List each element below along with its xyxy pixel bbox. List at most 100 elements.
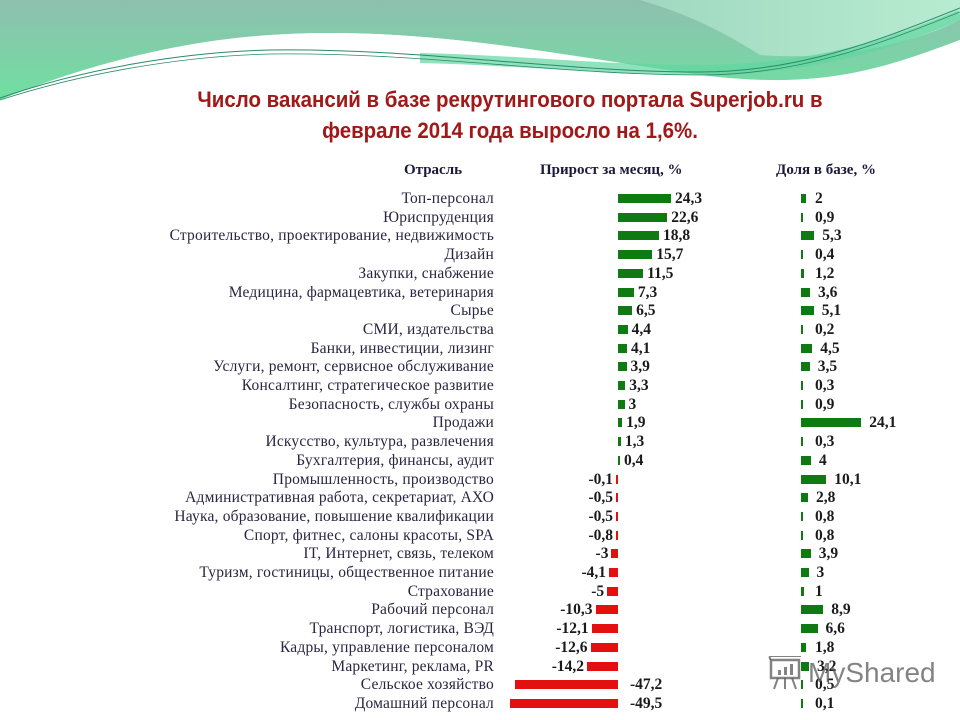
- industry-label: Кадры, управление персоналом: [279, 638, 494, 656]
- table-row: Услуги, ремонт, сервисное обслуживание 3,…: [0, 358, 960, 376]
- growth-bar: [591, 624, 618, 634]
- table-row: Безопасность, службы охраны 3 0,9: [0, 396, 960, 414]
- header-share: Доля в базе, %: [776, 162, 876, 178]
- table-row: Рабочий персонал -10,3 8,9: [0, 601, 960, 619]
- share-value: 4: [819, 451, 827, 469]
- industry-label: Рабочий персонал: [371, 601, 494, 619]
- growth-value: 3,9: [630, 358, 650, 376]
- table-row: Бухгалтерия, финансы, аудит 0,4 4: [0, 452, 960, 470]
- table-row: Туризм, гостиницы, общественное питание -…: [0, 564, 960, 582]
- share-value: 6,6: [825, 620, 845, 638]
- share-bar: [801, 680, 803, 690]
- growth-value: 15,7: [656, 246, 684, 264]
- growth-bar: [587, 661, 618, 671]
- growth-bar: [618, 437, 621, 447]
- industry-label: Туризм, гостиницы, общественное питание: [199, 564, 494, 581]
- growth-bar: [616, 530, 618, 540]
- growth-value: 6,5: [636, 302, 656, 320]
- industry-label: Административная работа, секретариат, АХ…: [185, 489, 494, 507]
- share-bar: [801, 418, 862, 428]
- share-bar: [801, 642, 806, 652]
- industry-label: Юриспруденция: [383, 208, 494, 226]
- share-value: 4,5: [820, 339, 840, 357]
- growth-bar: [618, 324, 628, 334]
- industry-label: Сельское хозяйство: [360, 676, 494, 694]
- growth-bar: [618, 381, 626, 390]
- share-value: 8,9: [831, 601, 851, 619]
- growth-bar: [618, 418, 623, 428]
- slide-title: Число вакансий в базе рекрутингового пор…: [110, 84, 910, 146]
- industry-label: Услуги, ремонт, сервисное обслуживание: [213, 358, 494, 376]
- share-value: 1: [815, 582, 823, 600]
- watermark-text: MyShared: [808, 657, 936, 688]
- background-swoosh: [0, 0, 960, 105]
- growth-value: 3,3: [629, 377, 649, 394]
- growth-value: 18,8: [662, 227, 691, 245]
- growth-bar: [618, 194, 671, 203]
- share-value: 5,1: [821, 302, 842, 320]
- industry-label: Промышленность, производство: [272, 470, 494, 488]
- table-row: СМИ, издательства 4,4 0,2: [0, 321, 960, 339]
- growth-value: 1,3: [624, 433, 645, 451]
- share-value: 2: [815, 190, 823, 207]
- growth-bar: [515, 680, 618, 690]
- growth-bar: [611, 549, 618, 559]
- share-bar: [801, 437, 803, 447]
- share-value: 3,9: [818, 545, 839, 563]
- growth-value: -47,2: [630, 676, 663, 694]
- growth-bar: [618, 306, 633, 316]
- share-bar: [801, 287, 810, 297]
- growth-value: -14,2: [551, 657, 585, 675]
- industry-label: Дизайн: [444, 246, 494, 264]
- growth-bar: [618, 268, 644, 278]
- industry-label: Безопасность, службы охраны: [288, 395, 494, 413]
- share-bar: [801, 568, 809, 577]
- share-value: 1,8: [815, 638, 835, 656]
- growth-value: -12,1: [556, 620, 589, 638]
- share-value: 2,8: [816, 489, 836, 507]
- industry-label: Домашний персонал: [354, 694, 494, 712]
- industry-label: Закупки, снабжение: [358, 264, 494, 282]
- industry-label: Продажи: [432, 414, 494, 432]
- share-bar: [801, 324, 803, 334]
- table-row: Строительство, проектирование, недвижимо…: [0, 227, 960, 245]
- table-row: Банки, инвестиции, лизинг 4,1 4,5: [0, 340, 960, 358]
- share-bar: [801, 268, 804, 278]
- growth-bar: [616, 511, 618, 521]
- share-bar: [801, 605, 824, 615]
- growth-value: -10,3: [560, 601, 593, 619]
- share-value: 0,4: [815, 246, 835, 264]
- share-bar: [801, 212, 804, 222]
- share-value: 0,8: [815, 507, 835, 525]
- share-bar: [801, 530, 803, 540]
- share-value: 3,2: [817, 657, 837, 675]
- share-value: 0,9: [815, 395, 835, 413]
- table-row: Консалтинг, стратегическое развитие 3,3 0,…: [0, 377, 960, 395]
- growth-bar: [616, 474, 618, 484]
- share-value: 0,3: [815, 377, 835, 394]
- table-row: Сырье 6,5 5,1: [0, 302, 960, 320]
- table-row: IT, Интернет, связь, телеком -3 3,9: [0, 545, 960, 563]
- industry-label: Топ-персонал: [401, 190, 494, 207]
- growth-bar: [510, 698, 618, 708]
- growth-value: -0,5: [588, 489, 613, 507]
- growth-value: -12,6: [555, 638, 588, 656]
- share-bar: [801, 306, 814, 316]
- growth-value: -0,5: [588, 507, 613, 525]
- share-value: 0,2: [815, 320, 835, 338]
- growth-bar: [618, 250, 653, 260]
- growth-value: 3: [628, 395, 637, 413]
- growth-value: -3: [595, 545, 609, 563]
- share-bar: [801, 362, 810, 372]
- table-row: Транспорт, логистика, ВЭД -12,1 6,6: [0, 620, 960, 638]
- industry-label: СМИ, издательства: [362, 320, 494, 338]
- table-row: Административная работа, секретариат, АХ…: [0, 489, 960, 507]
- growth-bar: [607, 586, 618, 596]
- growth-value: 7,3: [637, 283, 658, 301]
- industry-label: Маркетинг, реклама, PR: [331, 657, 494, 675]
- industry-label: IT, Интернет, связь, телеком: [303, 545, 494, 563]
- growth-bar: [595, 605, 618, 615]
- table-row: Кадры, управление персоналом -12,6 1,8: [0, 639, 960, 657]
- growth-bar: [616, 493, 618, 503]
